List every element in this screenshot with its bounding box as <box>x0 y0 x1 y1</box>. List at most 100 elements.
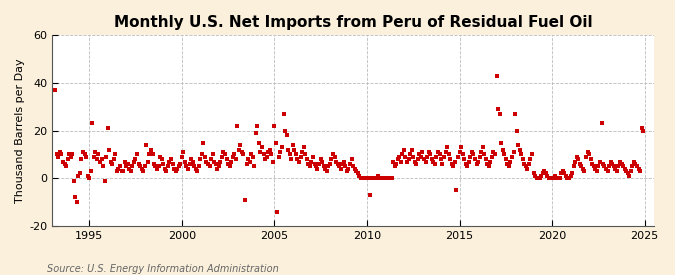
Point <box>379 176 389 180</box>
Point <box>468 152 479 157</box>
Point <box>73 174 84 178</box>
Point <box>250 131 261 135</box>
Point <box>466 150 477 154</box>
Point <box>227 155 238 159</box>
Point <box>53 155 63 159</box>
Point <box>465 155 476 159</box>
Point <box>580 155 591 159</box>
Point <box>329 155 340 159</box>
Point <box>295 155 306 159</box>
Point <box>229 152 240 157</box>
Point <box>61 164 72 169</box>
Point <box>169 167 180 171</box>
Point <box>558 169 568 173</box>
Point <box>377 176 387 180</box>
Point <box>530 174 541 178</box>
Point <box>514 147 525 152</box>
Point <box>541 171 551 176</box>
Point <box>470 157 481 161</box>
Point <box>439 155 450 159</box>
Point <box>297 150 308 154</box>
Title: Monthly U.S. Net Imports from Peru of Residual Fuel Oil: Monthly U.S. Net Imports from Peru of Re… <box>113 15 593 30</box>
Point <box>591 169 602 173</box>
Point <box>554 176 565 180</box>
Point <box>291 152 302 157</box>
Point <box>621 169 632 173</box>
Point <box>537 171 548 176</box>
Point <box>90 150 101 154</box>
Point <box>286 157 297 161</box>
Point <box>519 162 530 166</box>
Point <box>277 145 288 150</box>
Point <box>147 152 158 157</box>
Point <box>612 169 622 173</box>
Point <box>164 160 175 164</box>
Point <box>343 167 354 171</box>
Point <box>218 150 229 154</box>
Point <box>283 147 294 152</box>
Point <box>300 152 310 157</box>
Point <box>235 143 246 147</box>
Point <box>585 157 596 161</box>
Point <box>221 157 232 161</box>
Point <box>398 147 409 152</box>
Point <box>396 160 406 164</box>
Point <box>64 152 75 157</box>
Point <box>320 167 331 171</box>
Point <box>234 147 244 152</box>
Point <box>488 150 499 154</box>
Point <box>152 167 163 171</box>
Point <box>190 167 201 171</box>
Point <box>363 176 374 180</box>
Point <box>416 155 427 159</box>
Point <box>206 157 217 161</box>
Point <box>272 209 283 214</box>
Point <box>72 200 82 204</box>
Point <box>352 171 363 176</box>
Point <box>462 164 472 169</box>
Point <box>481 157 491 161</box>
Point <box>319 164 329 169</box>
Point <box>633 167 644 171</box>
Point <box>593 164 603 169</box>
Point <box>443 152 454 157</box>
Point <box>485 160 496 164</box>
Point <box>608 164 619 169</box>
Point <box>98 164 109 169</box>
Point <box>196 152 207 157</box>
Point <box>590 167 601 171</box>
Point <box>628 160 639 164</box>
Point <box>342 169 352 173</box>
Point <box>374 176 385 180</box>
Point <box>560 174 571 178</box>
Point <box>373 174 383 178</box>
Point <box>602 169 613 173</box>
Point <box>68 178 79 183</box>
Point <box>356 176 367 180</box>
Point <box>472 160 483 164</box>
Point <box>571 155 582 159</box>
Point <box>618 164 628 169</box>
Point <box>564 176 574 180</box>
Point <box>388 160 399 164</box>
Point <box>610 167 621 171</box>
Point <box>88 155 99 159</box>
Point <box>445 157 456 161</box>
Point <box>434 152 445 157</box>
Point <box>528 171 539 176</box>
Point <box>616 162 627 166</box>
Point <box>362 176 373 180</box>
Point <box>453 155 464 159</box>
Point <box>482 162 493 166</box>
Point <box>70 195 81 199</box>
Point <box>238 152 249 157</box>
Point <box>153 164 164 169</box>
Point <box>165 157 176 161</box>
Point <box>520 164 531 169</box>
Point <box>446 162 457 166</box>
Point <box>348 164 358 169</box>
Point <box>254 140 265 145</box>
Point <box>327 152 338 157</box>
Point <box>579 169 590 173</box>
Point <box>97 157 107 161</box>
